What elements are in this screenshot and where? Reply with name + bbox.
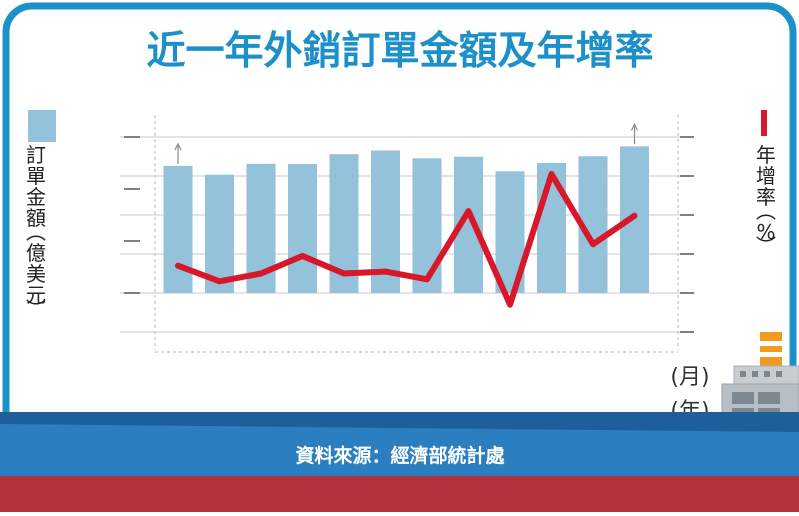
ship-red-band [0, 476, 799, 512]
right-axis-title: 年增率︵%︶ [756, 143, 776, 258]
bar [288, 164, 317, 293]
left-axis-title: 訂單金額︵億美元︶ [26, 143, 46, 321]
legend-line-swatch [761, 110, 767, 136]
right-axis-title-text: 年增率︵%︶ [756, 143, 776, 258]
x-unit-month: (月) [670, 365, 709, 390]
bar [164, 166, 193, 293]
legend-bar-swatch [28, 110, 56, 142]
bar [413, 158, 442, 293]
left-axis-title-text: 訂單金額︵億美元︶ [26, 143, 46, 321]
source-note: 資料來源：經濟部統計處 [295, 444, 505, 467]
chart-title: 近一年外銷訂單金額及年增率 [146, 29, 653, 74]
